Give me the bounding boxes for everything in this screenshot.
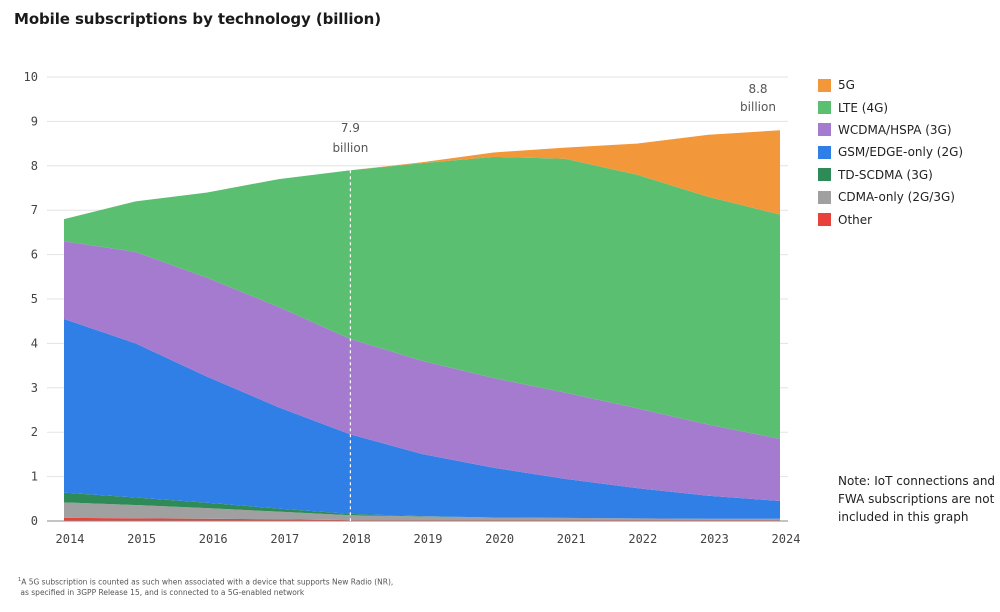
legend-swatch (818, 145, 831, 159)
annotation-unit: billion (740, 100, 776, 114)
chart-legend: 5G LTE (4G) WCDMA/HSPA (3G) GSM/EDGE-only (… (818, 74, 963, 231)
legend-swatch (818, 190, 831, 204)
area-series-gsm-edge-only-2g (64, 318, 780, 519)
x-tick-label: 2015 (127, 532, 156, 546)
legend-swatch (818, 78, 831, 92)
x-tick-label: 2014 (56, 532, 85, 546)
legend-label: TD-SCDMA (3G) (838, 167, 933, 182)
chart-note: Note: IoT connections and FWA subscripti… (838, 474, 996, 524)
legend-item: TD-SCDMA (3G) (818, 164, 963, 186)
x-tick-label: 2022 (628, 532, 657, 546)
area-series-5g (64, 130, 780, 220)
legend-label: WCDMA/HSPA (3G) (838, 122, 952, 137)
y-tick-label: 4 (31, 336, 38, 350)
area-series-lte-4g (64, 156, 780, 439)
x-tick-label: 2023 (700, 532, 729, 546)
footnote-marker: 1 (18, 577, 22, 583)
legend-label: GSM/EDGE-only (2G) (838, 145, 964, 160)
x-tick-label: 2016 (199, 532, 228, 546)
x-tick-label: 2017 (270, 532, 299, 546)
legend-swatch (818, 168, 831, 182)
annotation-value: 7.9 (341, 121, 360, 135)
legend-item: CDMA-only (2G/3G) (818, 186, 963, 208)
y-tick-label: 7 (31, 203, 38, 217)
y-tick-label: 10 (24, 70, 38, 84)
legend-item: 5G (818, 74, 963, 96)
x-tick-label: 2024 (772, 532, 801, 546)
legend-label: 5G (838, 78, 855, 93)
legend-item: LTE (4G) (818, 96, 963, 118)
footnote-line-1: 1A 5G subscription is counted as such wh… (18, 575, 618, 588)
y-tick-label: 3 (31, 381, 38, 395)
legend-swatch (818, 123, 831, 137)
area-series-other (64, 517, 780, 521)
y-tick-label: 5 (31, 292, 38, 306)
annotation-unit: billion (332, 141, 368, 155)
footnote-line-2: as specified in 3GPP Release 15, and is … (18, 588, 618, 599)
legend-swatch (818, 101, 831, 115)
y-tick-label: 0 (31, 514, 38, 528)
legend-item: GSM/EDGE-only (2G) (818, 141, 963, 163)
x-tick-label: 2019 (414, 532, 443, 546)
y-tick-label: 6 (31, 248, 38, 262)
annotation-value: 8.8 (748, 82, 767, 96)
area-series-wcdma-hspa-3g (64, 241, 780, 502)
area-series-td-scdma-3g (64, 492, 780, 519)
legend-item: Other (818, 208, 963, 230)
x-tick-label: 2020 (485, 532, 514, 546)
legend-item: WCDMA/HSPA (3G) (818, 119, 963, 141)
y-tick-label: 9 (31, 114, 38, 128)
x-tick-label: 2018 (342, 532, 371, 546)
legend-swatch (818, 213, 831, 227)
legend-label: LTE (4G) (838, 100, 889, 115)
area-series-cdma-only-2g-3g (64, 502, 780, 521)
footnote-text-2: as specified in 3GPP Release 15, and is … (20, 588, 305, 597)
footnote: 1A 5G subscription is counted as such wh… (18, 575, 618, 599)
chart-title: Mobile subscriptions by technology (bill… (14, 10, 381, 28)
legend-label: CDMA-only (2G/3G) (838, 190, 955, 205)
y-tick-label: 8 (31, 159, 38, 173)
x-tick-label: 2021 (557, 532, 586, 546)
footnote-text-1: A 5G subscription is counted as such whe… (21, 577, 394, 587)
y-tick-label: 1 (31, 470, 38, 484)
y-tick-label: 2 (31, 425, 38, 439)
legend-label: Other (838, 212, 873, 227)
